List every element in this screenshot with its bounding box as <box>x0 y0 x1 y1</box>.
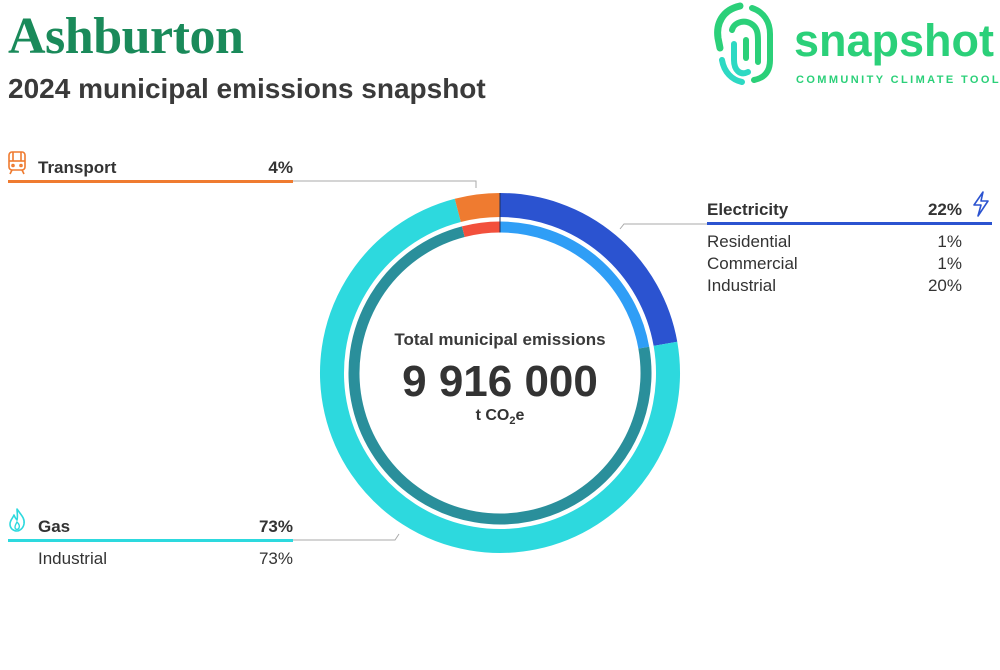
breakdown-percent: 73% <box>258 549 293 568</box>
fingerprint-icon <box>714 2 773 85</box>
gas-inner-segment <box>348 226 652 525</box>
total-value: 9 916 000 <box>402 357 598 406</box>
transport-label: Transport <box>38 158 117 177</box>
page-title: Ashburton <box>8 8 244 65</box>
gas-segment <box>320 198 680 553</box>
transport-bar <box>8 180 293 183</box>
train-icon <box>8 151 26 175</box>
flame-icon <box>9 508 25 532</box>
breakdown-label: Commercial <box>707 254 798 273</box>
electricity-segment <box>499 193 678 347</box>
center-label: Total municipal emissions <box>394 330 605 349</box>
transport-percent: 4% <box>268 158 293 177</box>
snapshot-logo: snapshot COMMUNITY CLIMATE TOOL <box>712 0 1000 92</box>
gas-percent: 73% <box>258 517 293 536</box>
lightning-icon <box>973 191 989 217</box>
electricity-percent: 22% <box>927 200 962 219</box>
gas-label: Gas <box>38 517 71 536</box>
breakdown-percent: 1% <box>937 232 962 251</box>
transport-leader-line <box>293 180 477 188</box>
gas-bar <box>8 539 293 542</box>
transport-inner-segment <box>461 221 501 238</box>
breakdown-percent: 20% <box>927 276 962 295</box>
electricity-label: Electricity <box>707 200 789 219</box>
electricity-bar <box>707 222 992 225</box>
breakdown-label: Residential <box>707 232 792 251</box>
breakdown-label: Industrial <box>707 276 776 295</box>
electricity-inner-segment <box>499 221 650 349</box>
page-subtitle: 2024 municipal emissions snapshot <box>8 73 486 104</box>
logo-wordmark: snapshot <box>794 15 995 66</box>
breakdown-percent: 1% <box>937 254 962 273</box>
logo-tagline: COMMUNITY CLIMATE TOOL <box>796 74 1000 86</box>
emissions-donut-chart: Total municipal emissions 9 916 000 t CO… <box>320 193 680 553</box>
transport-segment <box>454 193 501 223</box>
breakdown-label: Industrial <box>38 549 107 568</box>
center-unit: t CO2e <box>476 407 525 427</box>
